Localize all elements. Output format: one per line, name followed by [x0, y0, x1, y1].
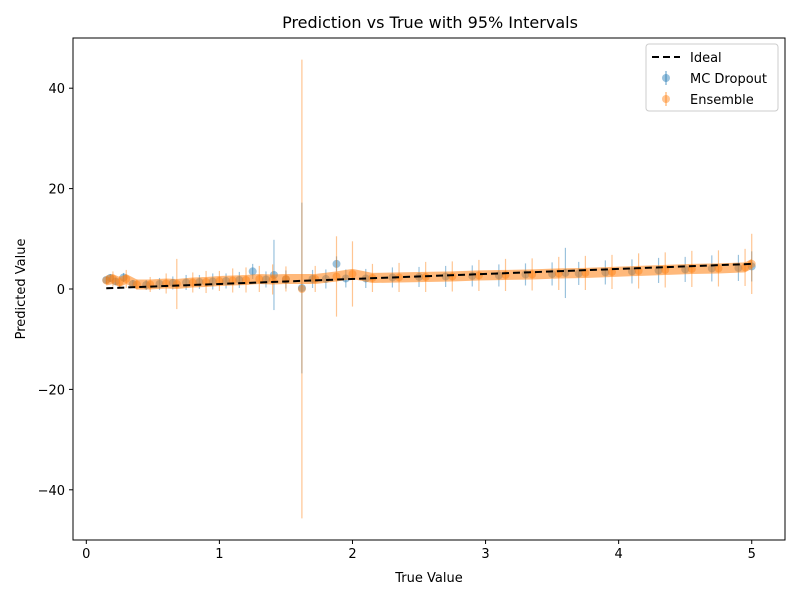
legend-box: [645, 43, 779, 112]
prediction-band: [106, 258, 752, 290]
x-tick-label: 4: [615, 547, 623, 562]
data-point: [332, 259, 341, 268]
x-tick-label: 0: [82, 547, 90, 562]
legend-item-ideal: Ideal: [652, 51, 722, 66]
legend-swatch-marker: [662, 74, 670, 82]
x-axis-label: True Value: [394, 571, 462, 586]
y-tick-label: 0: [57, 283, 65, 298]
y-axis-label: Predicted Value: [14, 239, 29, 340]
y-axis: −40 −20 0 20 40: [38, 82, 73, 499]
x-tick-label: 1: [215, 547, 223, 562]
legend-swatch-marker: [662, 95, 670, 103]
chart-title: Prediction vs True with 95% Intervals: [282, 13, 578, 32]
legend-item-ensemble: Ensemble: [662, 92, 754, 108]
y-tick-label: 20: [48, 183, 65, 198]
x-tick-label: 3: [481, 547, 489, 562]
legend-label: Ensemble: [690, 93, 754, 108]
data-point: [297, 285, 306, 293]
x-axis: 0 1 2 3 4 5: [82, 540, 756, 562]
legend-label: MC Dropout: [690, 72, 767, 87]
y-tick-label: 40: [48, 82, 65, 97]
ideal-line: [106, 262, 752, 290]
x-tick-label: 5: [748, 547, 756, 562]
legend: Ideal MC Dropout Ensemble: [645, 43, 779, 112]
legend-item-mc-dropout: MC Dropout: [662, 71, 767, 87]
legend-label: Ideal: [690, 51, 722, 66]
data-point: [297, 283, 306, 292]
y-tick-label: −20: [38, 383, 65, 398]
data-point: [248, 267, 257, 276]
plot-area: [102, 59, 756, 519]
x-tick-label: 2: [348, 547, 356, 562]
y-tick-label: −40: [38, 484, 65, 499]
ensemble-dense-band: [106, 258, 752, 290]
